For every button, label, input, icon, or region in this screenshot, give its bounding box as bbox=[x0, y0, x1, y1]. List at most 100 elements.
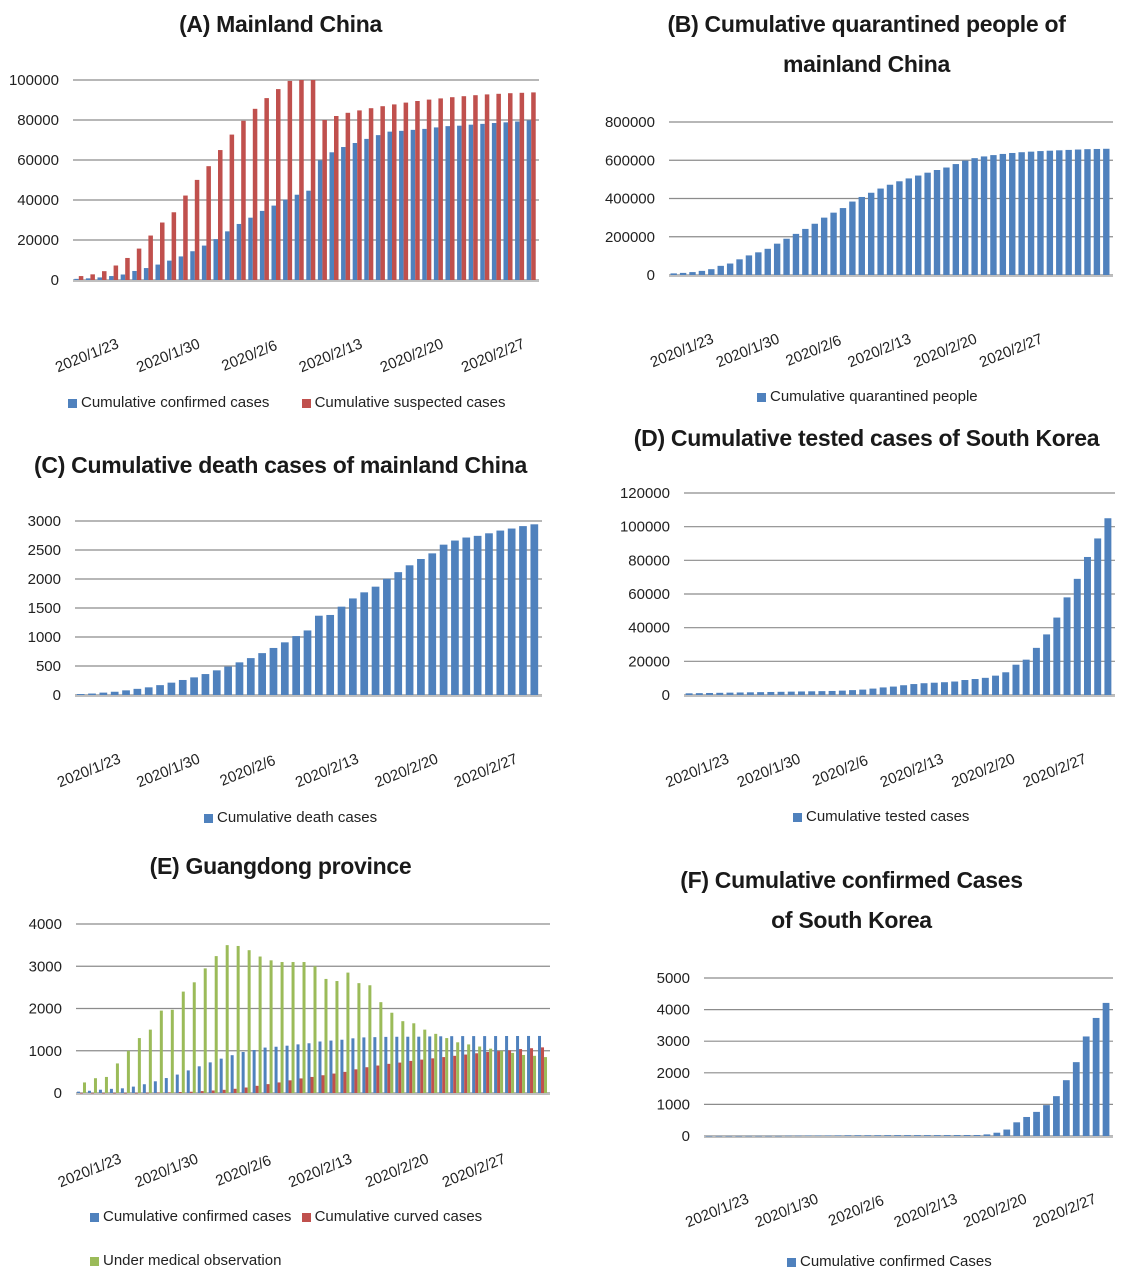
bar bbox=[689, 272, 696, 275]
bar bbox=[255, 1085, 259, 1093]
bar bbox=[426, 99, 432, 280]
bar bbox=[515, 121, 520, 280]
bar bbox=[705, 1135, 713, 1137]
bar bbox=[415, 101, 420, 280]
bar bbox=[280, 962, 284, 1093]
bar bbox=[259, 210, 265, 280]
y-tick-label: 200000 bbox=[605, 229, 655, 246]
bar bbox=[1102, 1002, 1110, 1136]
bar bbox=[828, 690, 836, 695]
y-tick-label: 500 bbox=[36, 658, 61, 675]
bar bbox=[288, 1080, 292, 1093]
bar bbox=[1082, 1036, 1090, 1136]
bar bbox=[79, 1092, 83, 1094]
bar bbox=[1003, 1129, 1011, 1136]
bar bbox=[462, 537, 471, 695]
bar bbox=[993, 1132, 1001, 1136]
bar bbox=[156, 1092, 160, 1094]
bar bbox=[208, 1062, 212, 1093]
bar bbox=[145, 1092, 149, 1094]
chart-e: 0 1000 2000 3000 4000 2020/1/23 2020/1/30 2020/… bbox=[29, 916, 550, 1191]
bar bbox=[422, 128, 427, 280]
bar bbox=[456, 1042, 460, 1093]
x-tick-label: 2020/1/30 bbox=[134, 750, 202, 791]
legend-swatch bbox=[68, 398, 77, 408]
bar bbox=[698, 270, 706, 275]
bar bbox=[1023, 1116, 1030, 1136]
bar bbox=[213, 239, 218, 280]
legend-label: Cumulative quarantined people bbox=[770, 388, 978, 405]
bar bbox=[167, 682, 176, 695]
bar bbox=[1046, 150, 1054, 275]
bar bbox=[894, 1135, 901, 1136]
bar bbox=[973, 1135, 981, 1136]
bar bbox=[854, 1135, 862, 1136]
bar bbox=[189, 1091, 193, 1093]
bar bbox=[153, 1081, 157, 1093]
bar bbox=[296, 1044, 300, 1093]
y-tick-label: 40000 bbox=[628, 620, 670, 637]
bar bbox=[76, 1091, 80, 1093]
bar bbox=[88, 693, 96, 695]
bar bbox=[864, 1135, 872, 1136]
bar bbox=[211, 1090, 215, 1093]
bar bbox=[933, 170, 941, 275]
bar bbox=[457, 125, 462, 280]
legend-label: Cumulative confirmed cases bbox=[103, 1208, 292, 1225]
bar bbox=[276, 89, 281, 280]
bar bbox=[915, 175, 922, 275]
bar bbox=[503, 122, 508, 280]
bar bbox=[236, 945, 240, 1093]
bar bbox=[380, 106, 385, 280]
bar bbox=[431, 1058, 435, 1093]
y-tick-label: 800000 bbox=[605, 114, 655, 131]
bar bbox=[775, 1135, 782, 1137]
bar bbox=[314, 615, 323, 695]
bar bbox=[438, 98, 443, 281]
bar bbox=[230, 1055, 234, 1093]
bar bbox=[839, 208, 847, 275]
bar bbox=[310, 1076, 314, 1093]
bar bbox=[170, 1009, 174, 1093]
x-tick-label: 2020/2/13 bbox=[297, 335, 365, 376]
bar bbox=[953, 1135, 961, 1136]
bar bbox=[992, 675, 1000, 695]
bar bbox=[387, 1063, 391, 1093]
bar bbox=[1084, 149, 1091, 275]
bar bbox=[299, 80, 304, 280]
bar bbox=[755, 252, 762, 275]
bar bbox=[483, 1036, 487, 1093]
bar bbox=[726, 692, 734, 695]
bar bbox=[417, 1036, 421, 1093]
legend-label: Cumulative confirmed Cases bbox=[800, 1253, 992, 1270]
x-tick-label: 2020/1/23 bbox=[53, 335, 121, 376]
bar bbox=[726, 263, 734, 275]
bar bbox=[745, 1135, 753, 1137]
bar bbox=[201, 245, 207, 280]
y-tick-label: 100000 bbox=[9, 72, 59, 89]
bar bbox=[963, 1135, 971, 1136]
legend-swatch bbox=[793, 812, 802, 822]
bar bbox=[122, 690, 130, 695]
chart-title-d: (D) Cumulative tested cases of South Kor… bbox=[633, 425, 1100, 451]
bar bbox=[1094, 538, 1102, 695]
chart-d: 0 20000 40000 60000 80000 100000 120000 2020/1/… bbox=[620, 485, 1115, 791]
x-tick-label: 2020/2/20 bbox=[911, 330, 979, 371]
bar bbox=[192, 982, 196, 1093]
bar bbox=[206, 166, 211, 280]
legend-label: Cumulative death cases bbox=[217, 809, 378, 826]
bar bbox=[120, 274, 126, 280]
bar bbox=[167, 260, 172, 280]
bar bbox=[785, 1135, 792, 1137]
legend-e-2: Under medical observation bbox=[90, 1252, 287, 1269]
bar bbox=[133, 688, 142, 695]
legend-item-f-confirmed: Cumulative confirmed Cases bbox=[787, 1253, 992, 1270]
bar bbox=[329, 152, 334, 280]
bar bbox=[343, 1071, 347, 1094]
bar bbox=[971, 158, 978, 275]
x-tick-label: 2020/2/6 bbox=[783, 332, 844, 370]
bar bbox=[76, 694, 85, 695]
x-tick-label: 2020/2/20 bbox=[372, 750, 440, 791]
bar bbox=[818, 691, 826, 695]
bar bbox=[123, 1092, 127, 1094]
